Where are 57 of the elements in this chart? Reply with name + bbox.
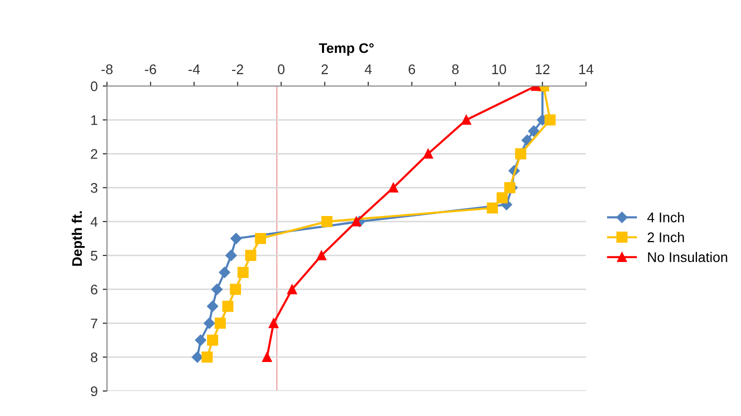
y-tick-label: 9 bbox=[90, 386, 98, 396]
y-tick-label: 3 bbox=[90, 183, 98, 193]
x-tick-label: 14 bbox=[579, 64, 594, 74]
point bbox=[528, 125, 540, 137]
point bbox=[245, 250, 256, 261]
point bbox=[192, 352, 203, 363]
point bbox=[230, 284, 242, 295]
point bbox=[195, 334, 206, 346]
point bbox=[222, 300, 234, 312]
x-axis-title: Temp C° bbox=[318, 43, 374, 56]
legend-label: No Insulation bbox=[648, 252, 728, 262]
x-tick-label: 12 bbox=[536, 64, 550, 74]
y-tick-label: 4 bbox=[90, 217, 98, 227]
x-tick-label: -2 bbox=[232, 64, 244, 74]
point bbox=[504, 182, 516, 194]
point bbox=[461, 115, 472, 125]
y-tick-label: 1 bbox=[91, 115, 98, 125]
x-tick-label: -6 bbox=[144, 64, 156, 74]
x-tick-label: -8 bbox=[101, 64, 113, 74]
y-axis-title: Depth ft. bbox=[72, 211, 85, 266]
point bbox=[486, 202, 498, 214]
point bbox=[202, 352, 213, 363]
point bbox=[423, 148, 434, 159]
x-tick-label: 2 bbox=[322, 64, 328, 74]
y-tick-label: 7 bbox=[90, 318, 98, 328]
point bbox=[226, 250, 237, 262]
x-tick-label: -4 bbox=[188, 64, 200, 74]
y-tick-label: 2 bbox=[90, 149, 98, 159]
point bbox=[214, 318, 226, 329]
point bbox=[262, 352, 272, 362]
point bbox=[496, 192, 508, 204]
point bbox=[204, 318, 215, 329]
legend-label: 2 Inch bbox=[648, 232, 684, 242]
point bbox=[218, 266, 230, 278]
x-tick-label: 4 bbox=[364, 64, 372, 74]
y-tick-label: 0 bbox=[90, 81, 98, 92]
point bbox=[316, 250, 326, 260]
x-tick-label: 6 bbox=[408, 64, 416, 74]
point bbox=[544, 114, 556, 126]
x-tick-label: 10 bbox=[492, 64, 506, 74]
y-tick-label: 8 bbox=[90, 352, 98, 362]
y-tick-label: 6 bbox=[90, 284, 98, 295]
x-tick-label: 0 bbox=[278, 64, 284, 74]
point bbox=[321, 216, 332, 228]
point bbox=[287, 284, 297, 294]
point bbox=[230, 232, 242, 244]
point bbox=[206, 300, 218, 312]
point bbox=[207, 334, 218, 346]
y-tick-label: 5 bbox=[90, 250, 98, 261]
point bbox=[351, 216, 362, 226]
point bbox=[238, 266, 249, 278]
x-tick-label: 8 bbox=[452, 64, 459, 74]
point bbox=[268, 318, 278, 328]
point bbox=[254, 232, 266, 244]
point bbox=[388, 182, 398, 193]
point bbox=[211, 284, 223, 295]
legend-label: 4 Inch bbox=[647, 212, 684, 222]
